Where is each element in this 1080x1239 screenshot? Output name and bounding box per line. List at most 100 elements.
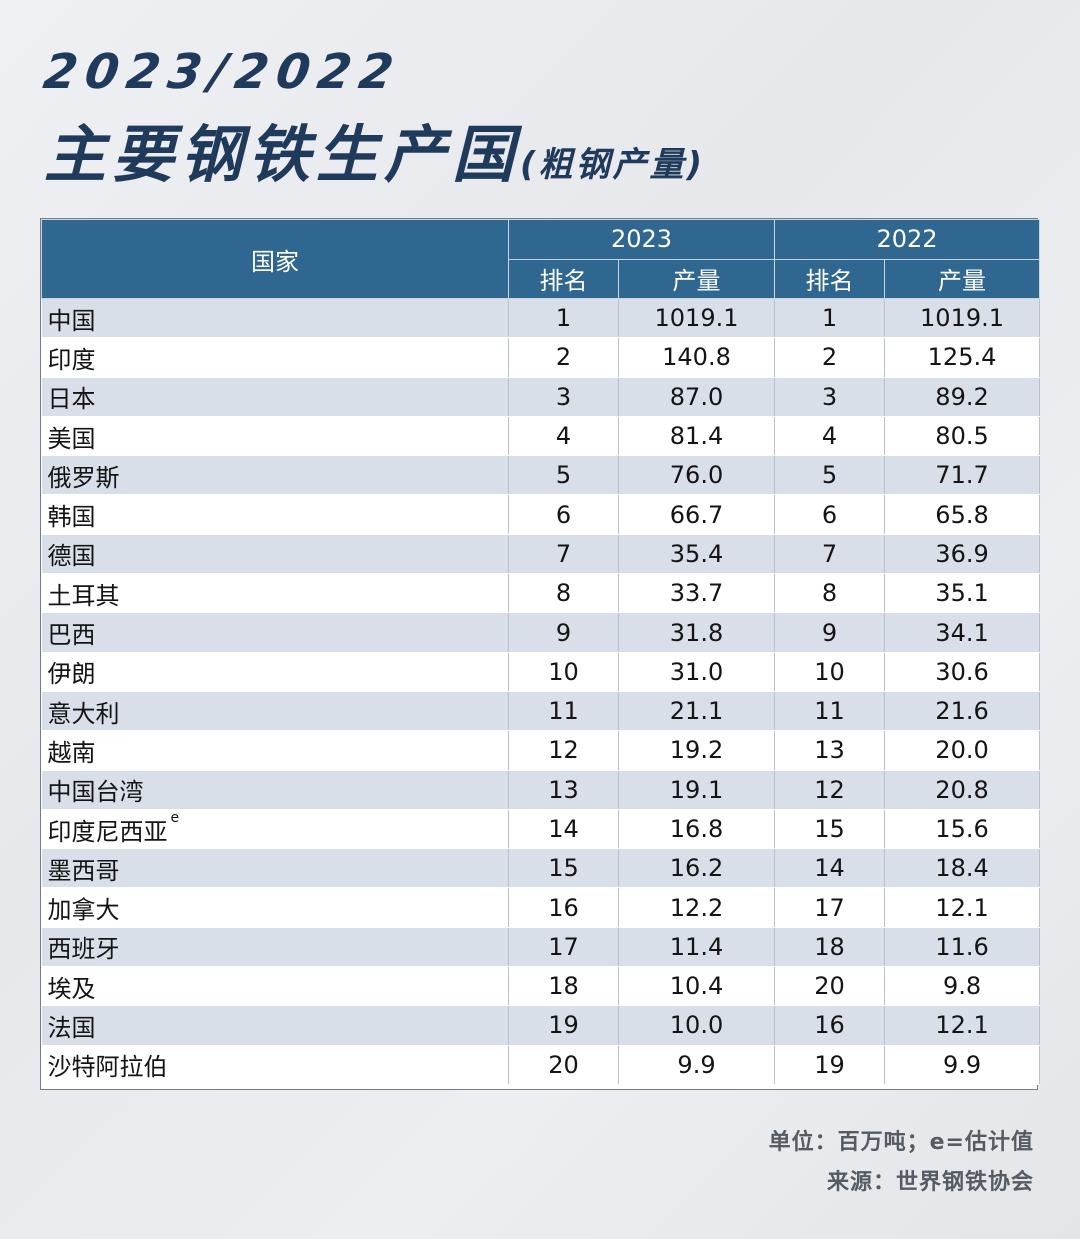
output-2022-cell: 11.6 bbox=[884, 927, 1041, 968]
country-cell: 印度尼西亚 e bbox=[41, 809, 509, 850]
rank-2023-cell-text: 13 bbox=[548, 775, 579, 804]
output-2022-cell: 1019.1 bbox=[884, 298, 1041, 339]
table-row: 埃及 18 10.4 20 9.8 bbox=[41, 966, 1041, 1007]
rank-2023-cell-text: 3 bbox=[555, 382, 572, 411]
output-2023-cell: 16.2 bbox=[618, 848, 776, 889]
table-row: 德国 7 35.4 7 36.9 bbox=[41, 534, 1041, 575]
output-2022-cell: 20.0 bbox=[884, 730, 1041, 771]
country-cell-text: 越南 bbox=[47, 738, 96, 767]
output-2023-cell-text: 81.4 bbox=[669, 422, 724, 451]
rank-2023-cell: 12 bbox=[508, 730, 619, 771]
output-2022-cell: 12.1 bbox=[884, 887, 1041, 928]
header-country: 国家 bbox=[41, 219, 509, 299]
rank-2022-cell-text: 7 bbox=[821, 539, 838, 568]
rank-2023-cell-text: 17 bbox=[548, 932, 579, 961]
output-2022-cell-text: 18.4 bbox=[935, 854, 989, 883]
country-cell: 巴西 bbox=[41, 612, 509, 653]
table-row: 沙特阿拉伯 20 9.9 19 9.9 bbox=[41, 1045, 1041, 1085]
output-2022-cell: 20.8 bbox=[884, 770, 1041, 810]
rank-2022-cell: 6 bbox=[774, 494, 886, 535]
rank-2023-cell-text: 14 bbox=[548, 815, 579, 843]
output-2022-cell: 34.1 bbox=[884, 612, 1041, 653]
country-cell: 墨西哥 bbox=[41, 848, 509, 889]
country-cell-text: 印度 bbox=[47, 345, 96, 374]
table-row: 越南 12 19.2 13 20.0 bbox=[41, 730, 1041, 771]
output-2022-cell-text: 12.1 bbox=[935, 893, 989, 922]
unit-note: 单位：百万吨；e=估计值 bbox=[768, 1130, 1034, 1155]
output-2023-cell-text: 66.7 bbox=[669, 500, 724, 529]
rank-2023-cell: 13 bbox=[508, 770, 619, 810]
country-cell-text: 中国台湾 bbox=[47, 778, 144, 807]
rank-2023-cell: 16 bbox=[508, 887, 619, 928]
rank-2022-cell-text: 11 bbox=[814, 697, 845, 726]
table-row: 日本 3 87.0 3 89.2 bbox=[41, 377, 1041, 417]
rank-2022-cell: 15 bbox=[774, 809, 886, 850]
header-year-2023: 2023 bbox=[507, 219, 776, 260]
output-2022-cell: 65.8 bbox=[884, 494, 1041, 535]
rank-2022-cell: 3 bbox=[774, 377, 886, 417]
rank-2023-cell: 6 bbox=[508, 494, 619, 535]
table-row: 印度尼西亚 e 14 16.8 15 15.6 bbox=[41, 809, 1041, 850]
rank-2022-cell-text: 19 bbox=[814, 1050, 845, 1079]
output-2022-cell: 9.8 bbox=[884, 966, 1041, 1007]
output-2022-cell-text: 9.8 bbox=[942, 972, 982, 1001]
table-row: 美国 4 81.4 4 80.5 bbox=[41, 416, 1041, 457]
rank-2022-cell: 12 bbox=[774, 770, 886, 810]
source-note: 来源：世界钢铁协会 bbox=[826, 1170, 1034, 1195]
output-2023-cell: 1019.1 bbox=[618, 298, 776, 339]
country-cell: 伊朗 bbox=[41, 652, 509, 692]
output-2022-cell: 15.6 bbox=[884, 809, 1041, 850]
table-row: 意大利 11 21.1 11 21.6 bbox=[41, 691, 1041, 732]
output-2022-cell-text: 125.4 bbox=[927, 343, 997, 372]
rank-2023-cell-text: 6 bbox=[555, 500, 572, 529]
table-row: 加拿大 16 12.2 17 12.1 bbox=[41, 887, 1041, 928]
rank-2022-cell-text: 2 bbox=[821, 343, 838, 372]
output-2023-cell: 87.0 bbox=[618, 377, 776, 417]
output-2022-cell: 125.4 bbox=[884, 337, 1041, 378]
output-2022-cell-text: 30.6 bbox=[935, 657, 989, 686]
output-2022-cell-text: 15.6 bbox=[935, 815, 989, 843]
rank-2022-cell-text: 9 bbox=[821, 618, 838, 647]
title-main-text: 主要钢铁生产国 bbox=[44, 118, 521, 191]
output-2022-cell: 18.4 bbox=[884, 848, 1041, 889]
table-row: 土耳其 8 33.7 8 35.1 bbox=[41, 573, 1041, 614]
rank-2023-cell: 18 bbox=[508, 966, 619, 1007]
output-2023-cell-text: 76.0 bbox=[669, 461, 724, 490]
country-cell-text: 加拿大 bbox=[47, 896, 120, 925]
output-2022-cell-text: 21.6 bbox=[935, 697, 989, 726]
country-cell: 韩国 bbox=[41, 494, 509, 535]
rank-2023-cell-text: 11 bbox=[548, 697, 579, 726]
output-2022-cell-text: 12.1 bbox=[935, 1011, 989, 1040]
table-row: 巴西 9 31.8 9 34.1 bbox=[41, 612, 1041, 653]
output-2022-cell: 30.6 bbox=[884, 652, 1041, 692]
rank-2023-cell: 10 bbox=[508, 652, 619, 692]
rank-2023-cell-text: 8 bbox=[555, 579, 572, 608]
output-2023-cell-text: 21.1 bbox=[669, 697, 724, 726]
header-rank-2023: 排名 bbox=[508, 258, 619, 299]
output-2022-cell-text: 20.0 bbox=[935, 736, 989, 765]
table-row: 西班牙 17 11.4 18 11.6 bbox=[41, 927, 1041, 968]
country-cell-text: 伊朗 bbox=[47, 660, 96, 689]
output-2023-cell: 16.8 bbox=[618, 809, 776, 850]
output-2023-cell: 11.4 bbox=[618, 927, 776, 968]
country-cell: 德国 bbox=[41, 534, 509, 575]
rank-2022-cell: 13 bbox=[774, 730, 886, 771]
rank-2022-cell: 1 bbox=[774, 298, 886, 339]
rank-2022-cell-text: 13 bbox=[814, 736, 845, 765]
rank-2022-cell-text: 3 bbox=[821, 382, 838, 411]
rank-2022-cell-text: 15 bbox=[814, 815, 845, 843]
output-2022-cell: 12.1 bbox=[884, 1005, 1041, 1046]
country-cell-text: 印度尼西亚 bbox=[47, 817, 168, 846]
rank-2023-cell-text: 4 bbox=[555, 422, 572, 451]
rank-2022-cell-text: 14 bbox=[814, 854, 845, 883]
country-cell-text: 西班牙 bbox=[47, 935, 120, 964]
output-2022-cell: 89.2 bbox=[884, 377, 1041, 417]
output-2023-cell: 12.2 bbox=[618, 887, 776, 928]
output-2022-cell: 80.5 bbox=[884, 416, 1041, 457]
output-2023-cell-text: 11.4 bbox=[669, 932, 724, 961]
rank-2023-cell-text: 18 bbox=[548, 972, 579, 1001]
table-row: 中国 1 1019.1 1 1019.1 bbox=[41, 298, 1041, 339]
output-2023-cell-text: 9.9 bbox=[677, 1050, 716, 1079]
rank-2022-cell-text: 10 bbox=[814, 657, 845, 686]
rank-2023-cell-text: 10 bbox=[548, 657, 579, 686]
